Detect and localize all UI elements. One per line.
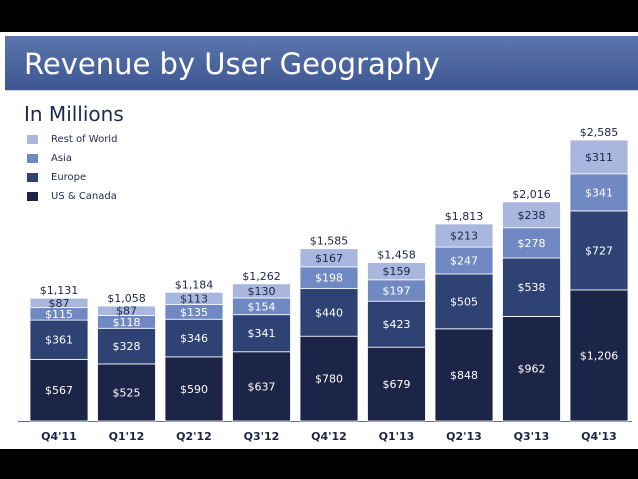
total-label-q2-12: $1,184 (175, 278, 214, 291)
x-tick-label-q1-12: Q1'12 (109, 430, 145, 443)
x-tick-label-q2-12: Q2'12 (176, 430, 212, 443)
bar-segment-us-canada-q3-13 (502, 316, 561, 422)
data-label-europe-q4-13: $727 (585, 244, 613, 257)
data-label-europe-q4-11: $361 (45, 334, 73, 347)
bar-segment-us-canada-q3-12 (232, 351, 291, 422)
data-label-asia-q4-13: $341 (585, 186, 613, 199)
bar-segment-rest-of-world-q3-12 (232, 283, 291, 299)
data-label-rest-of-world-q1-12: $87 (116, 305, 137, 318)
bar-segment-us-canada-q1-13 (367, 346, 426, 422)
legend-label-asia: Asia (51, 153, 72, 164)
bar-segment-rest-of-world-q3-13 (502, 201, 561, 229)
data-label-us-canada-q3-13: $962 (518, 363, 546, 376)
total-label-q3-13: $2,016 (512, 188, 551, 201)
bar-segment-us-canada-q2-13 (434, 328, 494, 422)
legend-label-rest-of-world: Rest of World (51, 134, 118, 145)
data-label-europe-q3-12: $341 (248, 327, 276, 340)
slide: Revenue by User Geography In Millions Re… (0, 32, 638, 449)
legend-label-us-canada: US & Canada (51, 191, 117, 202)
title-banner: Revenue by User Geography (5, 36, 638, 91)
total-label-q4-13: $2,585 (580, 126, 619, 139)
legend-swatch-rest-of-world (27, 135, 38, 144)
data-label-us-canada-q1-13: $679 (383, 378, 411, 391)
data-label-us-canada-q4-13: $1,206 (580, 349, 619, 362)
total-label-q2-13: $1,813 (445, 210, 484, 223)
bar-segment-rest-of-world-q4-11 (29, 297, 89, 309)
data-label-asia-q2-13: $247 (450, 254, 478, 267)
x-tick-label-q4-11: Q4'11 (41, 430, 77, 443)
x-tick-label-q4-13: Q4'13 (581, 430, 617, 443)
bar-segment-europe-q4-11 (29, 319, 89, 360)
data-label-rest-of-world-q1-13: $159 (383, 265, 411, 278)
bar-segment-europe-q2-12 (164, 318, 224, 358)
data-label-asia-q4-11: $115 (45, 308, 73, 321)
total-label-q4-12: $1,585 (310, 235, 349, 248)
data-label-europe-q3-13: $538 (518, 281, 546, 294)
data-label-asia-q3-12: $154 (248, 300, 276, 313)
bar-segment-us-canada-q1-12 (97, 363, 156, 422)
x-tick-label-q4-12: Q4'12 (311, 430, 347, 443)
data-label-rest-of-world-q4-11: $87 (49, 297, 70, 310)
data-label-rest-of-world-q4-12: $167 (315, 252, 343, 265)
bar-chart: $567$361$115$87$1,131Q4'11$525$328$118$8… (18, 126, 632, 443)
legend-swatch-us-canada (27, 192, 38, 201)
bar-segment-europe-q4-13 (569, 210, 629, 291)
total-label-q1-12: $1,058 (107, 292, 146, 305)
data-label-rest-of-world-q3-12: $130 (248, 285, 276, 298)
bar-segment-europe-q1-12 (97, 327, 156, 365)
data-label-europe-q4-12: $440 (315, 306, 343, 319)
total-label-q3-12: $1,262 (242, 270, 281, 283)
data-label-asia-q1-12: $118 (113, 316, 141, 329)
bar-segment-rest-of-world-q1-13 (367, 262, 426, 281)
bar-segment-rest-of-world-q2-13 (434, 223, 494, 248)
data-label-asia-q3-13: $278 (518, 237, 546, 250)
data-label-us-canada-q3-12: $637 (248, 380, 276, 393)
data-label-europe-q2-13: $505 (450, 295, 478, 308)
data-label-europe-q1-12: $328 (113, 340, 141, 353)
bar-segment-rest-of-world-q4-13 (569, 139, 629, 175)
data-label-us-canada-q4-12: $780 (315, 373, 343, 386)
x-tick-label-q2-13: Q2'13 (446, 430, 482, 443)
chart-title: Revenue by User Geography (24, 47, 440, 81)
bar-segment-rest-of-world-q1-12 (97, 305, 156, 316)
data-label-rest-of-world-q2-13: $213 (450, 229, 478, 242)
data-label-asia-q1-13: $197 (383, 285, 411, 298)
bar-segment-europe-q2-13 (434, 273, 494, 330)
bar-segment-us-canada-q4-11 (29, 358, 89, 422)
x-tick-label-q1-13: Q1'13 (379, 430, 415, 443)
data-label-us-canada-q2-13: $848 (450, 369, 478, 382)
data-label-asia-q2-12: $135 (180, 306, 208, 319)
bar-segment-asia-q3-13 (502, 227, 561, 259)
bar-segment-europe-q3-13 (502, 257, 561, 317)
data-label-us-canada-q1-12: $525 (113, 386, 141, 399)
data-label-europe-q1-13: $423 (383, 318, 411, 331)
bar-segment-us-canada-q4-13 (569, 289, 629, 422)
data-label-asia-q4-12: $198 (315, 272, 343, 285)
data-label-us-canada-q2-12: $590 (180, 383, 208, 396)
data-label-europe-q2-12: $346 (180, 332, 208, 345)
data-label-rest-of-world-q4-13: $311 (585, 151, 613, 164)
bar-segment-asia-q2-13 (434, 246, 494, 275)
bar-segment-asia-q4-13 (569, 173, 629, 212)
data-label-rest-of-world-q3-13: $238 (518, 209, 546, 222)
data-label-rest-of-world-q2-12: $113 (180, 292, 208, 305)
legend-swatch-asia (27, 154, 38, 163)
legend-swatch-europe (27, 173, 38, 182)
bar-segment-us-canada-q2-12 (164, 356, 224, 422)
chart-subtitle: In Millions (24, 102, 124, 126)
bar-segment-europe-q4-12 (299, 287, 359, 337)
bar-segment-rest-of-world-q2-12 (164, 291, 224, 305)
total-label-q1-13: $1,458 (377, 249, 416, 262)
total-label-q4-11: $1,131 (40, 284, 79, 297)
x-tick-label-q3-13: Q3'13 (514, 430, 550, 443)
x-tick-label-q3-12: Q3'12 (244, 430, 280, 443)
legend-label-europe: Europe (51, 172, 87, 183)
bar-segment-rest-of-world-q4-12 (299, 248, 359, 268)
data-label-us-canada-q4-11: $567 (45, 384, 73, 397)
